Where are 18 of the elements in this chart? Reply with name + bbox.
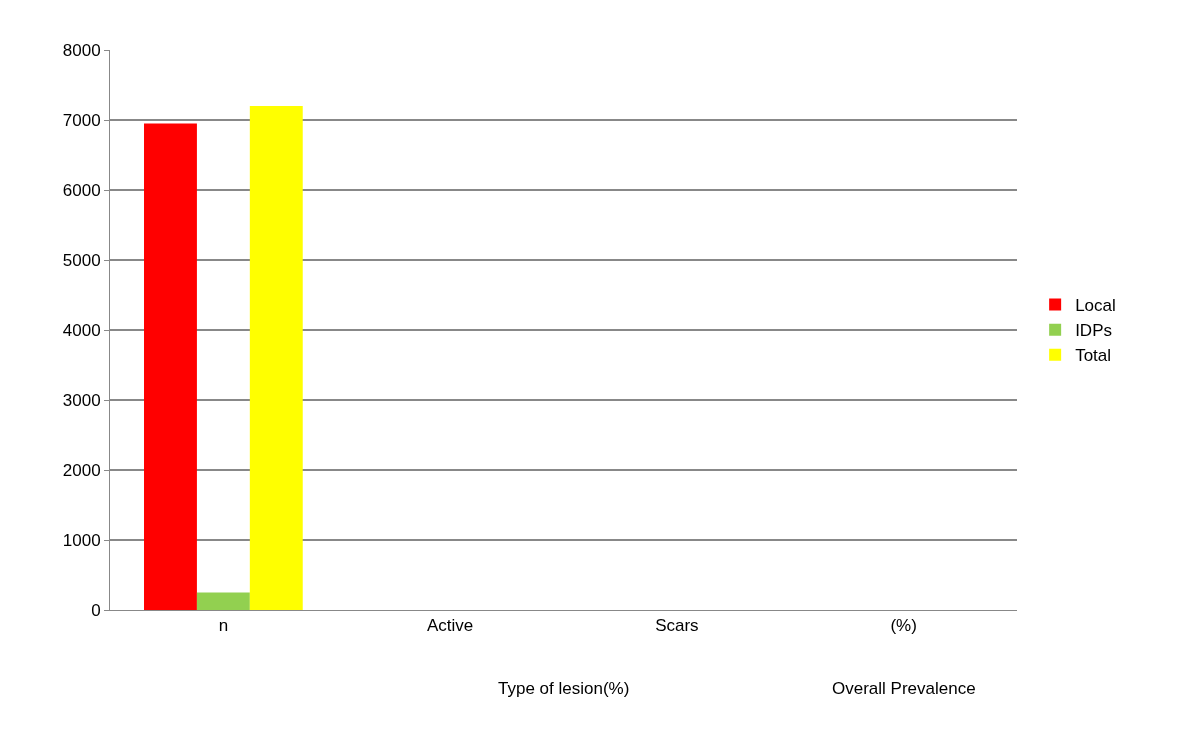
x-tick-label: n — [218, 616, 229, 636]
y-tick-label: 8000 — [62, 40, 101, 60]
y-tick-label: 2000 — [62, 460, 101, 480]
y-tick-label: 7000 — [62, 110, 101, 130]
legend-label: Total — [1075, 346, 1112, 366]
y-tick-label: 4000 — [62, 320, 101, 340]
text: Type of lesion(%) — [498, 679, 630, 698]
x-tick-label: Scars — [655, 616, 699, 636]
x-tick-label: Active — [426, 616, 474, 636]
text: Overall Prevalence — [832, 679, 976, 698]
y-tick-label: 1000 — [62, 530, 101, 550]
y-tick-label: 3000 — [62, 390, 101, 410]
y-tick-label: 0 — [91, 600, 101, 620]
legend-label: Local — [1075, 296, 1116, 316]
y-tick-label: 5000 — [62, 250, 101, 270]
y-tick-label: 6000 — [62, 180, 101, 200]
legend-label: IDPs — [1075, 321, 1112, 341]
x-tick-label: (%) — [890, 616, 917, 636]
